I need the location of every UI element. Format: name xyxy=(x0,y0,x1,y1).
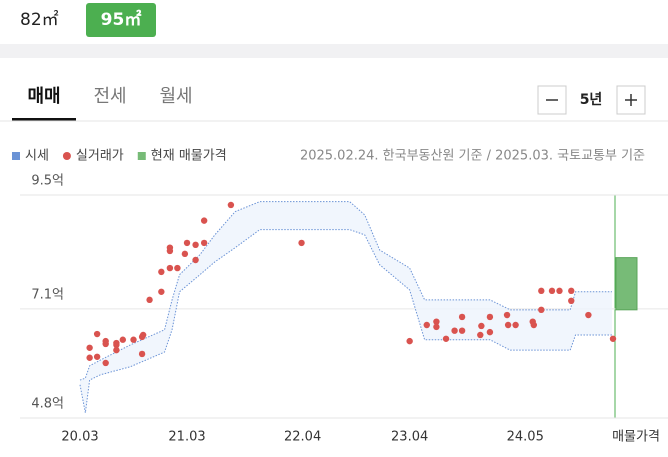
trade-point xyxy=(433,323,440,331)
trade-point xyxy=(102,359,109,367)
x-tick-label: 24.05 xyxy=(507,430,544,445)
trade-point xyxy=(102,337,109,345)
period: 5년 xyxy=(580,92,603,108)
x-tick-label: 20.03 xyxy=(61,430,98,445)
legend-marker xyxy=(137,152,146,160)
divider xyxy=(0,44,668,58)
legend-label: 시세 xyxy=(25,149,49,164)
trade-point xyxy=(138,350,146,358)
trade-point xyxy=(130,336,137,343)
trade-point xyxy=(568,287,575,295)
trade-point xyxy=(158,268,165,276)
trade-point xyxy=(458,313,466,321)
y-tick-label: 7.1억 xyxy=(31,287,64,302)
trade-point xyxy=(200,217,208,224)
trade-point xyxy=(192,241,199,249)
trade-point xyxy=(158,288,165,295)
trade-point xyxy=(423,321,430,329)
x-tick-label: 23.04 xyxy=(391,430,428,445)
trade-point xyxy=(609,335,617,342)
x-tick-label: 21.03 xyxy=(168,430,205,445)
trade-point xyxy=(442,335,450,342)
trade-tab[interactable]: 매매 xyxy=(27,86,60,107)
trade-point xyxy=(86,354,93,361)
trade-point xyxy=(451,327,458,334)
trade-point xyxy=(192,256,199,264)
trade-point xyxy=(113,346,120,354)
trade-point xyxy=(486,328,494,336)
trade-tab[interactable]: 전세 xyxy=(93,86,126,107)
trade-point xyxy=(406,337,413,345)
trade-point xyxy=(503,311,511,319)
trade-point xyxy=(146,296,153,304)
trade-point xyxy=(478,322,485,330)
trade-point xyxy=(512,321,519,329)
band-high xyxy=(79,201,612,381)
area-tab[interactable]: 82㎡ xyxy=(20,10,59,30)
band-low xyxy=(79,229,612,413)
trade-point xyxy=(113,339,120,347)
trade-point xyxy=(298,239,305,247)
listing-label: 매물가격 xyxy=(612,430,660,445)
listing-range xyxy=(615,257,638,311)
trade-point xyxy=(183,239,191,247)
trade-point xyxy=(538,306,545,314)
area-tab[interactable]: 95㎡ xyxy=(101,9,142,30)
trade-point xyxy=(200,239,208,247)
trade-point xyxy=(227,201,235,209)
trade-point xyxy=(93,353,101,360)
trade-point xyxy=(530,321,537,329)
trade-point xyxy=(174,264,181,272)
legend-label: 실거래가 xyxy=(76,149,124,164)
area-tab-bg[interactable] xyxy=(86,3,156,37)
legend-marker xyxy=(62,152,71,160)
trade-point xyxy=(548,287,556,295)
trade-point xyxy=(139,331,147,339)
trade-point xyxy=(486,313,494,321)
band-area xyxy=(80,201,612,413)
legend-label: 현재 매물가격 xyxy=(151,149,227,164)
trade-point xyxy=(166,264,174,272)
trade-point xyxy=(119,336,127,343)
trade-point xyxy=(166,244,174,251)
y-tick-label: 9.5억 xyxy=(31,174,64,189)
trade-point xyxy=(477,331,484,339)
trade-point xyxy=(585,311,592,319)
trade-point xyxy=(568,297,575,305)
trade-tab[interactable]: 월세 xyxy=(159,86,192,107)
tab-underline xyxy=(12,118,76,121)
legend-marker xyxy=(12,152,20,160)
x-tick-label: 22.04 xyxy=(284,430,321,445)
trade-point xyxy=(433,318,440,325)
trade-point xyxy=(181,250,189,258)
trade-point xyxy=(504,321,512,329)
trade-point xyxy=(538,287,545,295)
note: 2025.02.24. 한국부동산원 기준 / 2025.03. 국토교통부 기… xyxy=(300,149,645,164)
trade-point xyxy=(458,327,466,334)
y-tick-label: 4.8억 xyxy=(31,397,64,412)
trade-point xyxy=(86,344,93,351)
trade-point xyxy=(93,330,101,338)
trade-point xyxy=(556,287,563,295)
